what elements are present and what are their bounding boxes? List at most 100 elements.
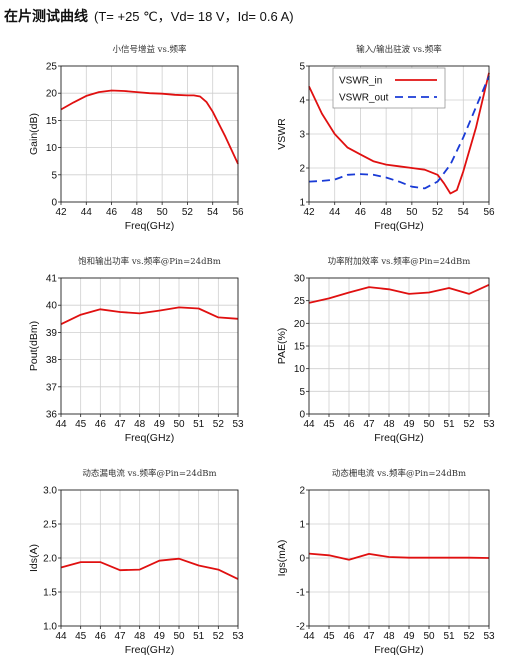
chart-3: 饱和输出功率 vs.频率@Pin=24dBm 44 45 46 47 48 49 50 51 52… xyxy=(28,256,244,444)
y-tick-label: 41 xyxy=(46,274,58,285)
y-tick-label: -2 xyxy=(296,622,305,633)
chart-title: 功率附加效率 vs.频率@Pin=24dBm xyxy=(328,256,471,267)
x-tick-label: 46 xyxy=(343,631,355,642)
x-tick-label: 52 xyxy=(213,631,225,642)
x-tick-label: 54 xyxy=(458,207,470,218)
y-tick-label: 25 xyxy=(46,62,58,73)
x-tick-label: 56 xyxy=(483,207,495,218)
series-line-1 xyxy=(60,89,239,165)
x-tick-label: 44 xyxy=(329,207,341,218)
x-tick-label: 52 xyxy=(432,207,444,218)
x-axis-label: Freq(GHz) xyxy=(374,644,424,656)
y-tick-label: 2 xyxy=(299,164,305,175)
y-tick-label: 1.0 xyxy=(43,622,57,633)
chart-1: 小信号增益 vs.频率 42 44 46 48 50 52 54 56 0 5 10 15 20 25 Fre… xyxy=(28,44,244,232)
chart-5: 动态漏电流 vs.频率@Pin=24dBm 44 45 46 47 48 49 50 51 52 5… xyxy=(28,468,244,656)
x-tick-label: 48 xyxy=(383,631,395,642)
y-tick-label: -1 xyxy=(296,588,305,599)
x-tick-label: 50 xyxy=(406,207,418,218)
y-tick-label: 25 xyxy=(294,296,306,307)
y-tick-label: 38 xyxy=(46,355,58,366)
y-tick-label: 10 xyxy=(46,143,58,154)
x-tick-label: 47 xyxy=(363,419,375,430)
x-tick-label: 45 xyxy=(75,419,87,430)
x-tick-label: 45 xyxy=(323,419,335,430)
x-tick-label: 51 xyxy=(193,631,205,642)
legend-box xyxy=(332,67,446,109)
y-tick-label: 1.5 xyxy=(43,588,57,599)
y-tick-label: 20 xyxy=(294,319,306,330)
x-tick-label: 56 xyxy=(232,207,244,218)
legend-label-vswr-out: VSWR_out xyxy=(339,93,389,104)
y-axis-label: Gain(dB) xyxy=(28,113,40,155)
plot-frame xyxy=(60,277,239,415)
x-tick-label: 51 xyxy=(443,631,455,642)
chart-title: 输入/输出驻波 vs.频率 xyxy=(356,44,442,55)
x-tick-label: 48 xyxy=(134,631,146,642)
y-tick-label: 1 xyxy=(299,198,305,209)
x-tick-label: 49 xyxy=(154,419,166,430)
x-tick-label: 48 xyxy=(383,419,395,430)
y-tick-label: 40 xyxy=(46,301,58,312)
x-tick-label: 49 xyxy=(154,631,166,642)
x-tick-label: 54 xyxy=(207,207,219,218)
x-tick-label: 53 xyxy=(232,419,244,430)
chart-title: 饱和输出功率 vs.频率@Pin=24dBm xyxy=(78,256,221,267)
series-line-1 xyxy=(308,552,490,561)
x-tick-label: 44 xyxy=(81,207,93,218)
x-tick-label: 44 xyxy=(303,631,315,642)
x-tick-label: 49 xyxy=(403,419,415,430)
page-heading: 在片测试曲线 xyxy=(4,9,88,25)
x-tick-label: 48 xyxy=(131,207,143,218)
y-tick-label: 4 xyxy=(299,96,305,107)
y-tick-label: 2 xyxy=(299,486,305,497)
legend-label-vswr-in: VSWR_in xyxy=(339,76,382,87)
y-tick-label: 3.0 xyxy=(43,486,57,497)
y-tick-label: 0 xyxy=(299,554,305,565)
x-tick-label: 48 xyxy=(381,207,393,218)
x-tick-label: 52 xyxy=(463,631,475,642)
x-tick-label: 53 xyxy=(232,631,244,642)
x-axis-label: Freq(GHz) xyxy=(374,220,424,232)
y-tick-label: 0 xyxy=(299,410,305,421)
x-tick-label: 42 xyxy=(55,207,67,218)
y-tick-label: 20 xyxy=(46,89,58,100)
x-tick-label: 47 xyxy=(114,419,126,430)
x-tick-label: 46 xyxy=(95,419,107,430)
y-tick-label: 5 xyxy=(299,387,305,398)
y-tick-label: 2.0 xyxy=(43,554,57,565)
chart-title: 小信号增益 vs.频率 xyxy=(112,44,187,55)
series-line-1 xyxy=(60,557,239,580)
y-tick-label: 1 xyxy=(299,520,305,531)
x-axis-label: Freq(GHz) xyxy=(125,220,175,232)
x-tick-label: 46 xyxy=(106,207,118,218)
y-axis-label: Ids(A) xyxy=(28,544,40,572)
x-tick-label: 48 xyxy=(134,419,146,430)
page-title: 在片测试曲线 (T= +25 ℃，Vd= 18 V，Id= 0.6 A) xyxy=(4,6,294,26)
x-tick-label: 49 xyxy=(403,631,415,642)
x-tick-label: 50 xyxy=(173,419,185,430)
x-tick-label: 42 xyxy=(303,207,315,218)
plot-frame xyxy=(60,65,239,203)
x-tick-label: 52 xyxy=(463,419,475,430)
y-tick-label: 36 xyxy=(46,410,58,421)
y-tick-label: 5 xyxy=(299,62,305,73)
chart-title: 动态漏电流 vs.频率@Pin=24dBm xyxy=(82,468,216,479)
series-line-vswr-in xyxy=(308,72,490,195)
y-axis-label: Pout(dBm) xyxy=(28,321,40,371)
x-tick-label: 52 xyxy=(213,419,225,430)
x-tick-label: 46 xyxy=(343,419,355,430)
x-tick-label: 50 xyxy=(423,419,435,430)
x-tick-label: 44 xyxy=(55,419,67,430)
x-tick-label: 53 xyxy=(483,419,495,430)
legend: VSWR_in VSWR_out xyxy=(332,67,446,109)
y-tick-label: 30 xyxy=(294,274,306,285)
x-tick-label: 50 xyxy=(173,631,185,642)
y-tick-label: 5 xyxy=(51,170,57,181)
x-tick-label: 51 xyxy=(193,419,205,430)
x-tick-label: 46 xyxy=(95,631,107,642)
y-tick-label: 15 xyxy=(46,116,58,127)
x-tick-label: 50 xyxy=(423,631,435,642)
y-tick-label: 15 xyxy=(294,342,306,353)
